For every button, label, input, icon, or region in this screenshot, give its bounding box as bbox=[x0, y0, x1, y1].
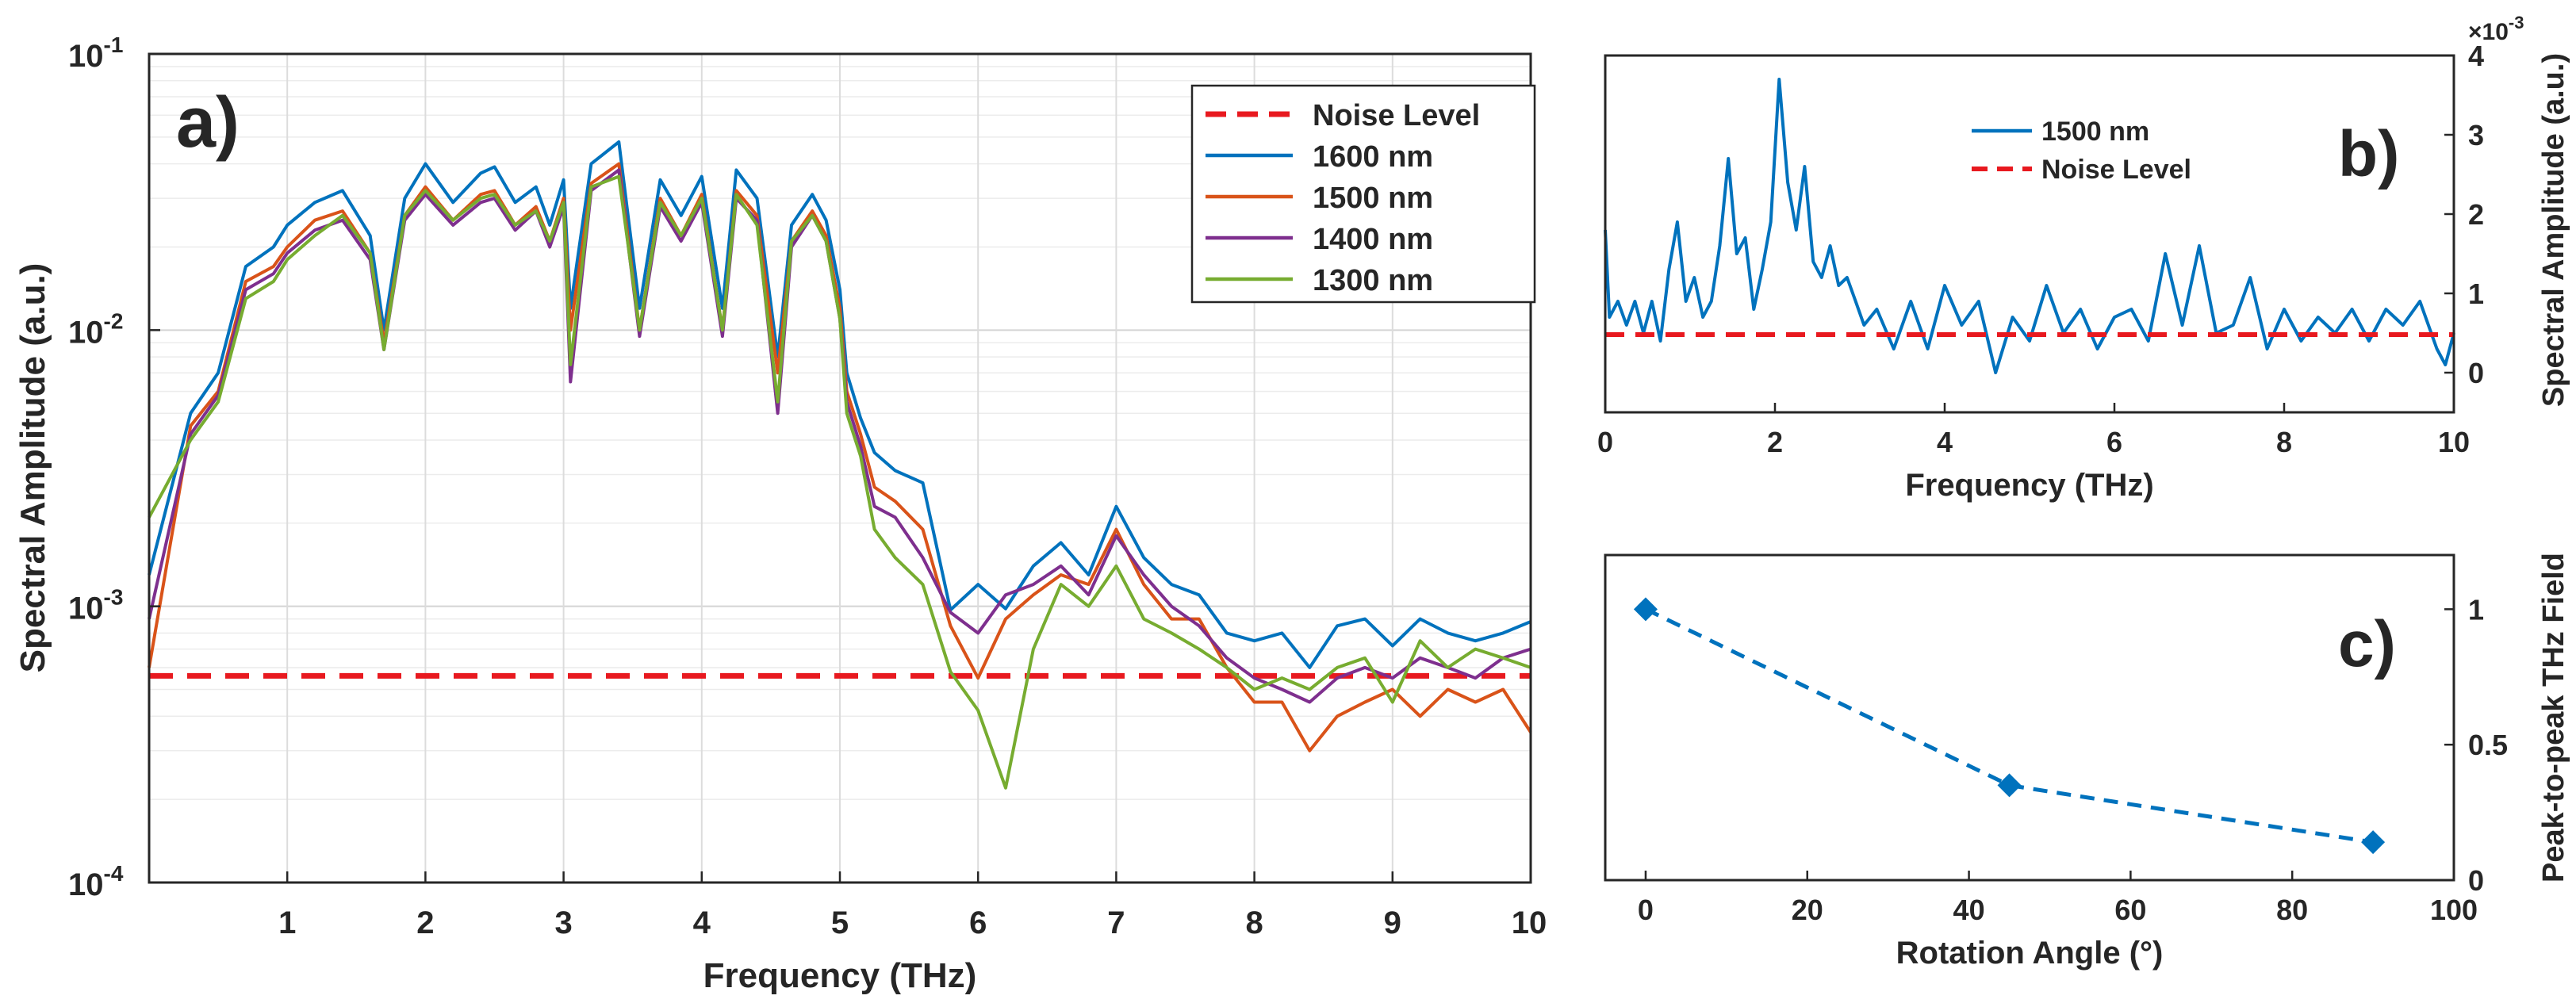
ytick-label-b: 4 bbox=[2468, 40, 2484, 72]
series-a-1300-nm bbox=[148, 174, 1531, 790]
xtick-label-a: 5 bbox=[831, 906, 849, 940]
panel-a-label: a) bbox=[176, 83, 240, 163]
ytick-label-a: 10-2 bbox=[68, 308, 123, 350]
legend-a-label-1400-nm: 1400 nm bbox=[1313, 223, 1433, 256]
legend-a-label-noise-level: Noise Level bbox=[1313, 99, 1480, 132]
ytick-label-c: 1 bbox=[2468, 593, 2484, 626]
panel-c-ylabel: Peak-to-peak THz Field bbox=[2537, 553, 2570, 883]
xtick-label-c: 20 bbox=[1792, 894, 1823, 926]
panel-b-label: b) bbox=[2338, 118, 2399, 190]
ytick-label-b: 2 bbox=[2468, 198, 2484, 231]
xtick-label-c: 60 bbox=[2114, 894, 2146, 926]
panel-a-series bbox=[148, 140, 1532, 790]
panel-a-legend: Noise Level 1600 nm 1500 nm 1400 nm 1300 nm bbox=[1190, 84, 1536, 304]
xtick-label-a: 4 bbox=[693, 906, 711, 940]
series-b-1500-nm bbox=[1604, 78, 2455, 374]
xtick-label-c: 0 bbox=[1638, 894, 1654, 926]
ytick-label-c: 0 bbox=[2468, 864, 2484, 897]
legend-a-label-1300-nm: 1300 nm bbox=[1313, 264, 1433, 297]
series-c-line bbox=[1644, 607, 2374, 844]
xtick-label-a: 9 bbox=[1384, 906, 1401, 940]
xtick-label-c: 100 bbox=[2430, 894, 2478, 926]
xtick-label-a: 10 bbox=[1512, 906, 1547, 940]
panel-a-xlabel: Frequency (THz) bbox=[703, 956, 977, 995]
xtick-label-a: 7 bbox=[1107, 906, 1125, 940]
xtick-label-b: 2 bbox=[1767, 426, 1783, 458]
panel-b: 0 2 4 6 8 10 0 1 2 3 4 ×10-3 b) Frequency (THz) Sp… bbox=[1597, 13, 2570, 503]
plot-c-background bbox=[1605, 555, 2454, 880]
panel-a-ticks: 1 2 3 4 5 6 7 8 9 10 10-4 10-3 10-2 10-1 bbox=[68, 33, 1547, 940]
panel-b-xlabel: Frequency (THz) bbox=[1905, 468, 2153, 503]
panel-a-ylabel: Spectral Amplitude (a.u.) bbox=[13, 263, 52, 673]
legend-a-label-1500-nm: 1500 nm bbox=[1313, 182, 1433, 215]
ytick-label-b: 0 bbox=[2468, 357, 2484, 389]
panel-c-xlabel: Rotation Angle (°) bbox=[1896, 936, 2164, 971]
xtick-label-b: 4 bbox=[1937, 426, 1953, 458]
data-point-c bbox=[2361, 830, 2386, 855]
ytick-label-a: 10-3 bbox=[68, 585, 123, 626]
legend-a-box bbox=[1190, 84, 1536, 304]
xtick-label-b: 6 bbox=[2106, 426, 2122, 458]
panel-c-series bbox=[1633, 597, 2386, 855]
series-a-1600-nm bbox=[148, 140, 1531, 669]
legend-a-label-1600-nm: 1600 nm bbox=[1313, 140, 1433, 174]
panel-a: 1 2 3 4 5 6 7 8 9 10 10-4 10-3 10-2 10-1 a) Frequency… bbox=[13, 33, 1547, 995]
data-point-c bbox=[1997, 773, 2022, 798]
xtick-label-b: 10 bbox=[2438, 426, 2470, 458]
xtick-label-a: 6 bbox=[969, 906, 987, 940]
xtick-label-a: 1 bbox=[278, 906, 296, 940]
xtick-label-a: 2 bbox=[416, 906, 434, 940]
panel-b-ylabel: Spectral Amplitude (a.u.) bbox=[2537, 53, 2570, 407]
ytick-label-a: 10-1 bbox=[68, 33, 123, 74]
xtick-label-a: 8 bbox=[1245, 906, 1263, 940]
plot-b-frame bbox=[1604, 54, 2455, 414]
xtick-label-c: 40 bbox=[1953, 894, 1985, 926]
xtick-label-a: 3 bbox=[554, 906, 572, 940]
xtick-label-c: 80 bbox=[2276, 894, 2308, 926]
ytick-label-c: 0.5 bbox=[2468, 729, 2508, 761]
panel-c-label: c) bbox=[2338, 608, 2396, 680]
plot-c-frame bbox=[1604, 553, 2455, 882]
panel-b-ticks: 0 2 4 6 8 10 0 1 2 3 4 bbox=[1597, 40, 2484, 458]
xtick-label-b: 8 bbox=[2276, 426, 2292, 458]
legend-b-label-1500-nm: 1500 nm bbox=[2041, 117, 2149, 147]
panel-b-exponent: ×10-3 bbox=[2468, 13, 2524, 45]
ytick-label-b: 1 bbox=[2468, 278, 2484, 310]
panel-b-series bbox=[1604, 78, 2455, 374]
legend-b-label-noise-level: Noise Level bbox=[2041, 155, 2191, 185]
data-point-c bbox=[1633, 597, 1658, 622]
ytick-label-b: 3 bbox=[2468, 119, 2484, 151]
panel-b-legend: 1500 nm Noise Level bbox=[1972, 117, 2191, 185]
plot-b-background bbox=[1605, 56, 2454, 412]
xtick-label-b: 0 bbox=[1597, 426, 1613, 458]
ytick-label-a: 10-4 bbox=[68, 861, 124, 902]
